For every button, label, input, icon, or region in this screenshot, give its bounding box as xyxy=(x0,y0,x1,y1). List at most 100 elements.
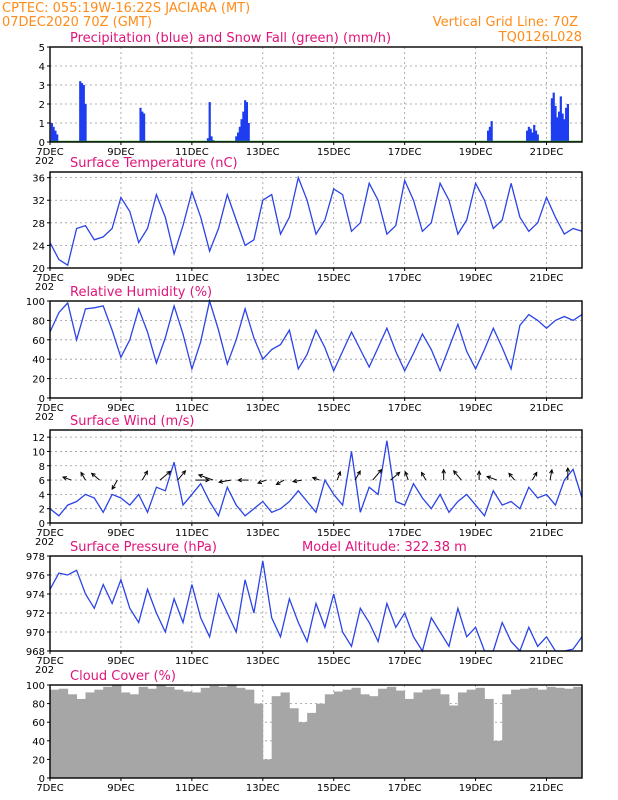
model-altitude: Model Altitude: 322.38 m xyxy=(302,540,467,555)
cloud-bar xyxy=(555,687,565,778)
precip-bar xyxy=(550,98,554,142)
wind-vector xyxy=(549,469,553,481)
precip-xtick-label: 13DEC xyxy=(246,147,280,158)
wind-vector xyxy=(276,479,285,485)
wind-vector xyxy=(177,470,186,481)
wind-xtick-label: 19DEC xyxy=(459,528,493,539)
wind-vector xyxy=(62,476,72,481)
wind-vector-head xyxy=(205,477,211,483)
precip-ytick-label: 4 xyxy=(39,62,45,73)
header-date: 07DEC2020 70Z (GMT) xyxy=(2,15,152,30)
pressure-xtick-label: 7DEC xyxy=(36,656,63,667)
cloud-ytick-label: 0 xyxy=(39,774,45,785)
pressure-title: Surface Pressure (hPa) xyxy=(70,540,217,555)
humidity-xtick-label: 17DEC xyxy=(388,403,422,414)
cloud-bar xyxy=(129,694,140,778)
cloud-bar xyxy=(422,689,432,778)
wind-vector xyxy=(372,469,382,481)
wind-vector-head xyxy=(441,468,446,474)
header-model-code: TQ0126L028 xyxy=(498,30,582,45)
wind-vector-head xyxy=(275,480,281,486)
precip-bar xyxy=(235,136,238,142)
wind-vector xyxy=(80,472,86,481)
cloud-bar xyxy=(218,686,228,778)
precip-bar xyxy=(526,130,529,142)
humidity-xtick-label: 13DEC xyxy=(246,403,280,414)
wind-vector-head xyxy=(395,471,401,477)
pressure-ytick-label: 972 xyxy=(26,609,45,620)
cloud-bar xyxy=(511,689,521,778)
wind-vector-head xyxy=(90,472,96,478)
humidity-line xyxy=(49,298,583,373)
cloud-bar xyxy=(466,689,476,778)
cloud-xtick-label: 11DEC xyxy=(175,783,209,794)
wind-vector-head xyxy=(508,472,513,478)
panel-pressure: Surface Pressure (hPa) Model Altitude: 32… xyxy=(26,540,583,676)
pressure-line xyxy=(49,560,583,653)
precip-bar xyxy=(240,119,243,142)
panel-precip: Precipitation (blue) and Snow Fall (gree… xyxy=(35,31,583,167)
pressure-year-stub: 202 xyxy=(35,665,54,676)
precip-bar xyxy=(238,126,241,142)
humidity-xtick-label: 9DEC xyxy=(107,403,134,414)
cloud-bar xyxy=(351,687,361,778)
precip-xtick-label: 9DEC xyxy=(107,147,134,158)
wind-vector-head xyxy=(486,475,492,480)
wind-vector-head xyxy=(337,470,342,476)
precip-bar xyxy=(56,134,59,142)
pressure-ytick-label: 976 xyxy=(26,571,45,582)
precip-ytick-label: 0 xyxy=(39,138,45,149)
wind-vector-head xyxy=(420,471,426,477)
humidity-ytick-label: 60 xyxy=(32,336,45,347)
precip-bar xyxy=(554,105,557,142)
precip-bar xyxy=(142,113,146,142)
precip-bar xyxy=(84,104,87,142)
cloud-bar xyxy=(76,698,86,778)
cloud-bar xyxy=(360,694,370,778)
cloud-ytick-label: 100 xyxy=(26,681,45,692)
cloud-bar xyxy=(253,703,264,778)
precip-bar xyxy=(556,117,559,142)
wind-xtick-label: 21DEC xyxy=(530,528,564,539)
wind-vector-head xyxy=(404,470,409,476)
wind-vector xyxy=(486,476,498,481)
cloud-bar xyxy=(174,689,184,778)
precip-xtick-label: 19DEC xyxy=(459,147,493,158)
humidity-ytick-label: 20 xyxy=(32,375,45,386)
cloud-bar xyxy=(404,698,414,778)
temperature-ytick-label: 20 xyxy=(32,264,45,275)
wind-ytick-label: 4 xyxy=(39,490,45,501)
cloud-ytick-label: 20 xyxy=(32,755,45,766)
cloud-bar xyxy=(94,689,104,778)
wind-vector xyxy=(421,472,427,481)
wind-vector-head xyxy=(311,476,317,481)
precip-bar xyxy=(527,126,530,142)
precip-ytick-label: 1 xyxy=(39,119,45,130)
cloud-bar xyxy=(298,722,308,778)
wind-xtick-label: 15DEC xyxy=(317,528,351,539)
wind-vector-head xyxy=(166,470,172,476)
wind-vector xyxy=(404,471,409,481)
humidity-ytick-label: 40 xyxy=(32,355,45,366)
temperature-frame xyxy=(49,171,583,269)
wind-xtick-label: 13DEC xyxy=(246,528,280,539)
precip-bar xyxy=(534,130,538,142)
wind-vector xyxy=(111,479,118,490)
temperature-ytick-label: 24 xyxy=(32,241,45,252)
cloud-xtick-label: 17DEC xyxy=(388,783,422,794)
pressure-ytick-label: 968 xyxy=(26,647,45,658)
cloud-bar xyxy=(342,689,352,778)
wind-vector-head xyxy=(356,470,361,476)
wind-vector xyxy=(293,479,302,483)
precip-xtick-label: 21DEC xyxy=(530,147,564,158)
wind-xtick-label: 11DEC xyxy=(175,528,209,539)
cloud-bar xyxy=(50,689,60,778)
precip-bar xyxy=(208,102,211,142)
panel-cloud: Cloud Cover (%) 0 20 40 60 80 100 7DEC 9DEC 11DEC… xyxy=(26,669,583,794)
wind-vector-head xyxy=(257,479,263,485)
cloud-ytick-label: 60 xyxy=(32,718,45,729)
cloud-bar xyxy=(369,696,379,778)
precip-bar xyxy=(244,100,247,142)
humidity-ytick-label: 0 xyxy=(39,394,45,405)
wind-vector-head xyxy=(476,470,482,476)
